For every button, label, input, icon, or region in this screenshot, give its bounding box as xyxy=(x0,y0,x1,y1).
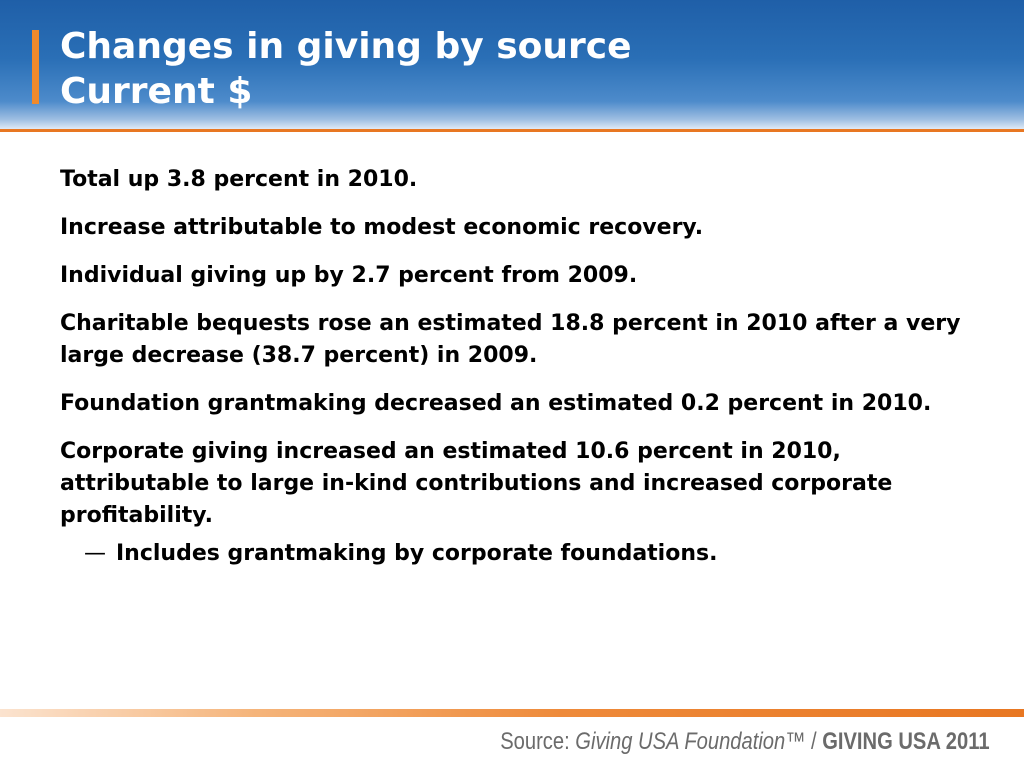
body-paragraph-foundation: Foundation grantmaking decreased an esti… xyxy=(60,391,932,416)
body-paragraph-individual: Individual giving up by 2.7 percent from… xyxy=(60,263,638,288)
slide-title-line-2: Current $ xyxy=(60,71,253,112)
slide-title: Changes in giving by source Current $ xyxy=(60,24,632,114)
title-accent-bar xyxy=(32,30,39,104)
source-citation: Source: Giving USA Foundation™ / GIVING … xyxy=(501,728,990,756)
sub-bullet: — Includes grantmaking by corporate foun… xyxy=(84,538,980,570)
dash-bullet-marker: — xyxy=(84,541,106,566)
source-label: Source: xyxy=(500,728,576,755)
source-separator: / xyxy=(805,728,823,755)
source-foundation: Giving USA Foundation™ xyxy=(575,728,806,755)
body-paragraph-bequests: Charitable bequests rose an estimated 18… xyxy=(60,311,961,368)
body-paragraph-corporate: Corporate giving increased an estimated … xyxy=(60,439,893,528)
sub-bullet-text: Includes grantmaking by corporate founda… xyxy=(116,541,718,566)
source-report: GIVING USA 2011 xyxy=(822,728,990,755)
body-paragraph-recovery: Increase attributable to modest economic… xyxy=(60,215,704,240)
header-divider xyxy=(0,129,1024,132)
slide-title-line-1: Changes in giving by source xyxy=(60,26,632,67)
body-paragraph-total: Total up 3.8 percent in 2010. xyxy=(60,167,418,192)
footer-divider xyxy=(0,709,1024,717)
slide-body: Total up 3.8 percent in 2010. Increase a… xyxy=(60,164,980,570)
title-banner xyxy=(0,0,1024,130)
